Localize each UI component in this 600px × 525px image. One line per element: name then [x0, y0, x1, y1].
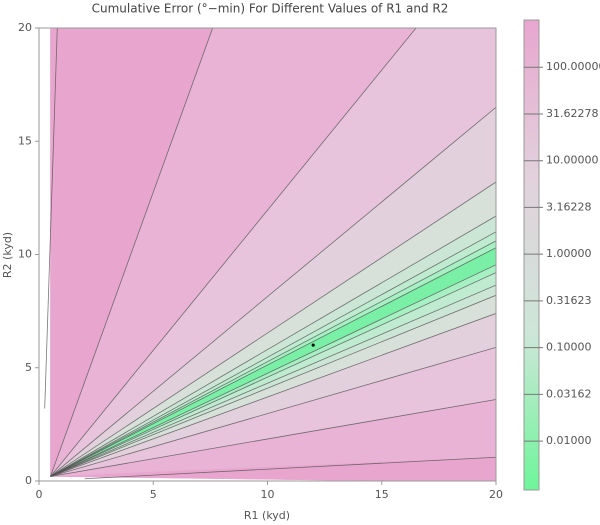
colorbar-tick-label: 31.62278	[546, 107, 599, 120]
contour-line	[50, 294, 496, 477]
contour-line	[50, 264, 496, 477]
contour-line	[50, 313, 496, 477]
contour-line	[50, 272, 496, 477]
contour-line	[50, 28, 214, 477]
y-axis-label: R2 (kyd)	[1, 232, 14, 278]
y-tick-label: 20	[18, 21, 32, 34]
x-tick-label: 20	[489, 488, 503, 501]
contour-line	[50, 28, 417, 477]
x-tick-label: 10	[261, 488, 275, 501]
x-tick-label: 15	[375, 488, 389, 501]
contour-line	[50, 247, 496, 477]
contour-line	[84, 456, 496, 480]
y-tick-label: 15	[18, 134, 32, 147]
point	[311, 343, 315, 347]
x-tick-label: 0	[36, 488, 43, 501]
colorbar-tick-label: 0.01000	[546, 434, 592, 447]
colorbar-tick-label: 1.00000	[546, 247, 592, 260]
colorbar	[523, 19, 540, 491]
colorbar-tick-label: 10.00000	[546, 154, 599, 167]
y-tick-label: 5	[25, 361, 32, 374]
contour-line	[50, 231, 496, 477]
y-tick-label: 0	[25, 474, 32, 487]
colorbar-tick-label: 0.31623	[546, 294, 592, 307]
contour-band	[50, 399, 496, 477]
chart-title: Cumulative Error (°−min) For Different V…	[92, 2, 449, 16]
contour-line	[50, 215, 496, 477]
contour-line	[50, 181, 496, 477]
bands	[44, 28, 496, 481]
colorbar-tick-label: 100.00000	[546, 60, 600, 73]
contour-band	[50, 28, 496, 477]
colorbar-tick-label: 3.16228	[546, 200, 592, 213]
contour-line	[50, 284, 496, 477]
x-axis-label: R1 (kyd)	[244, 509, 290, 522]
colorbar-tick-label: 0.10000	[546, 341, 592, 354]
colorbar-tick-label: 0.03162	[546, 387, 592, 400]
x-tick-label: 5	[150, 488, 157, 501]
contour-line	[50, 106, 496, 477]
contour-line	[44, 28, 58, 409]
y-tick-label: 10	[18, 248, 32, 261]
contour-line	[50, 346, 496, 477]
contour-line	[50, 399, 496, 477]
contour-line	[50, 240, 496, 477]
